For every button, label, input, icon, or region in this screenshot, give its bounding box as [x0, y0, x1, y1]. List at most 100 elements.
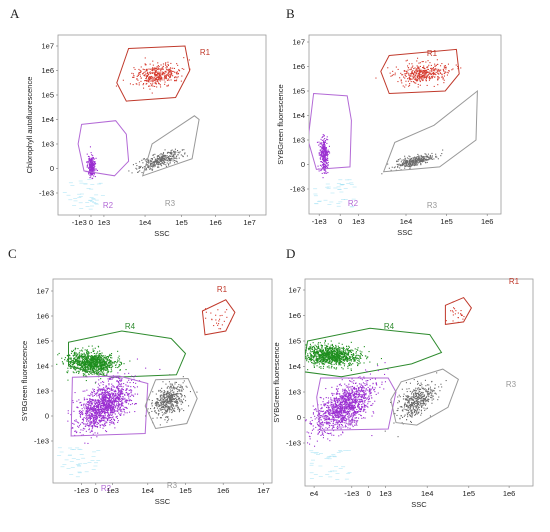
event-dot	[411, 66, 413, 68]
event-dot	[108, 416, 110, 418]
gate-R1[interactable]	[380, 48, 460, 95]
event-dot	[98, 355, 100, 357]
event-dot	[164, 401, 166, 403]
event-dot	[128, 385, 130, 387]
event-dot	[441, 73, 443, 75]
noise-dot	[349, 206, 354, 208]
event-dot	[110, 402, 112, 404]
event-dot	[115, 387, 117, 389]
event-dot	[117, 386, 119, 388]
event-dot	[87, 360, 89, 362]
event-dot	[158, 76, 160, 78]
event-dot	[131, 400, 133, 402]
event-dot	[323, 134, 325, 136]
event-dot	[91, 369, 93, 371]
event-dot	[87, 411, 89, 413]
event-dot	[117, 367, 119, 369]
event-dot	[327, 154, 329, 156]
gate-R4[interactable]	[68, 330, 187, 378]
event-dot	[162, 414, 164, 416]
event-dot	[97, 416, 99, 418]
event-dot	[91, 363, 93, 365]
event-dot	[91, 413, 93, 415]
event-dot	[169, 155, 171, 157]
event-dot	[163, 413, 165, 415]
event-dot	[103, 396, 105, 398]
event-dot	[93, 417, 95, 419]
event-dot	[121, 391, 123, 393]
event-dot	[167, 159, 169, 161]
event-dot	[82, 413, 84, 415]
event-dot	[321, 162, 323, 164]
event-dot	[139, 72, 141, 74]
event-dot	[104, 394, 106, 396]
event-dot	[457, 68, 459, 70]
x-tick-label: 1e4	[139, 218, 152, 227]
event-dot	[92, 166, 94, 168]
gate-R1[interactable]	[116, 45, 191, 102]
event-dot	[143, 158, 145, 160]
gate-R3[interactable]	[141, 115, 200, 177]
event-dot	[100, 420, 102, 422]
event-dot	[153, 78, 155, 80]
event-dot	[185, 385, 187, 387]
event-dot	[326, 136, 328, 138]
gate-R3[interactable]	[382, 89, 478, 173]
event-dot	[158, 77, 160, 79]
event-dot	[103, 372, 105, 374]
event-dot	[139, 166, 141, 168]
event-dot	[417, 158, 419, 160]
event-dot	[158, 390, 160, 392]
event-dot	[96, 367, 98, 369]
event-dot	[431, 152, 433, 154]
event-dot	[100, 366, 102, 368]
event-dot	[98, 359, 100, 361]
gate-R3[interactable]	[144, 377, 198, 430]
event-dot	[154, 161, 156, 163]
event-dot	[84, 356, 86, 358]
event-dot	[413, 165, 415, 167]
event-dot	[103, 410, 105, 412]
gate-R2[interactable]	[308, 92, 352, 170]
event-dot	[414, 82, 416, 84]
event-dot	[85, 366, 87, 368]
event-dot	[170, 393, 172, 395]
event-dot	[94, 409, 96, 411]
x-tick-label: -1e3	[312, 217, 327, 226]
event-dot	[89, 417, 91, 419]
noise-dot	[352, 186, 357, 188]
event-dot	[87, 394, 89, 396]
event-dot	[148, 159, 150, 161]
event-dot	[104, 399, 106, 401]
event-dot	[106, 386, 108, 388]
event-dot	[112, 408, 114, 410]
event-dot	[108, 404, 110, 406]
event-dot	[157, 67, 159, 69]
event-dot	[119, 395, 121, 397]
event-dot	[174, 401, 176, 403]
gate-R1[interactable]	[201, 299, 236, 336]
event-dot	[172, 75, 174, 77]
event-dot	[94, 359, 96, 361]
event-dot	[173, 156, 175, 158]
event-dot	[155, 68, 157, 70]
event-dot	[90, 162, 92, 164]
event-dot	[84, 357, 86, 359]
gate-R2[interactable]	[77, 120, 130, 177]
event-dot	[156, 162, 158, 164]
event-dot	[94, 368, 96, 370]
noise-dot	[77, 471, 82, 473]
event-dot	[165, 416, 167, 418]
event-dot	[401, 165, 403, 167]
y-tick-label: 1e3	[41, 140, 54, 149]
event-dot	[133, 75, 135, 77]
event-dot	[92, 160, 94, 162]
event-dot	[101, 355, 103, 357]
event-dot	[172, 394, 174, 396]
event-dot	[93, 162, 95, 164]
event-dot	[116, 417, 118, 419]
event-dot	[92, 368, 94, 370]
event-dot	[133, 395, 135, 397]
event-dot	[96, 372, 98, 374]
event-dot	[124, 397, 126, 399]
